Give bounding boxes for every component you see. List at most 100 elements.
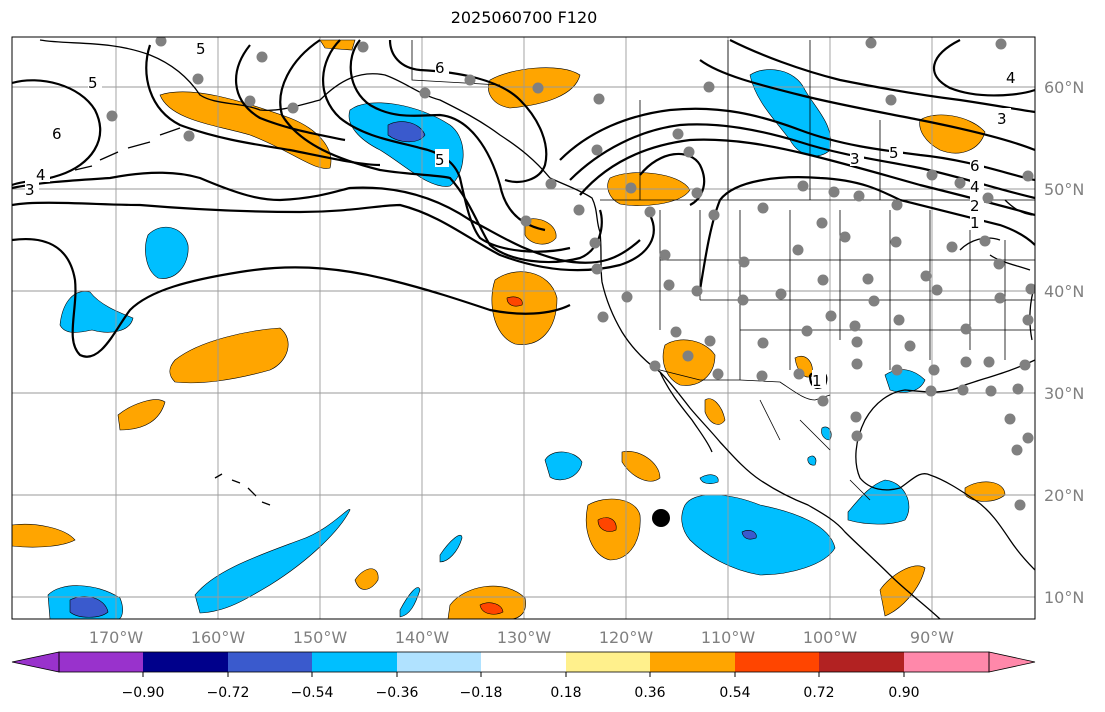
station-dot <box>663 279 675 291</box>
station-dot <box>904 340 916 352</box>
station-dot <box>621 291 633 303</box>
station-dot <box>850 411 862 423</box>
contour-line <box>388 39 548 183</box>
lat-tick-label: 50°N <box>1044 180 1084 199</box>
contour-line <box>729 39 1035 114</box>
station-dot <box>817 395 829 407</box>
anomaly-area <box>506 296 523 307</box>
station-dot <box>775 288 787 300</box>
station-dot <box>704 335 716 347</box>
lat-tick-label: 60°N <box>1044 78 1084 97</box>
anomaly-area <box>884 369 926 393</box>
contour-label: 1 <box>812 372 822 390</box>
station-dot <box>891 199 903 211</box>
station-dot <box>464 74 476 86</box>
station-dot <box>712 368 724 380</box>
mexico-states <box>759 399 871 501</box>
borders <box>411 40 1035 501</box>
bc-coast <box>549 177 601 233</box>
colorbar-tick-label: −0.18 <box>460 685 503 701</box>
contour-line <box>12 237 571 358</box>
contour-label: 3 <box>997 110 1007 128</box>
anomaly-area <box>919 114 986 154</box>
station-dot <box>573 204 585 216</box>
station-dot <box>1019 359 1031 371</box>
contour-label: 4 <box>1006 69 1016 87</box>
station-dot <box>183 130 195 142</box>
contour-line <box>579 138 1035 217</box>
contour-label: 5 <box>435 151 445 169</box>
colorbar-tick-label: 0.90 <box>888 685 919 701</box>
station-dot <box>682 350 694 362</box>
station-dot <box>792 244 804 256</box>
colorbar-tick-label: −0.54 <box>291 685 334 701</box>
anomaly-area <box>59 291 134 333</box>
station-dot <box>659 249 671 261</box>
station-dot <box>357 41 369 53</box>
station-dot <box>703 81 715 93</box>
lat-tick-label: 20°N <box>1044 486 1084 505</box>
station-dot <box>893 314 905 326</box>
colorbar-swatch <box>650 652 735 672</box>
anomaly-area <box>704 398 726 425</box>
station-dot <box>545 178 557 190</box>
station-dot <box>106 110 118 122</box>
station-dot <box>828 186 840 198</box>
contour-line <box>698 176 1035 291</box>
station-dot <box>985 385 997 397</box>
station-dot <box>532 82 544 94</box>
station-dot <box>1022 432 1034 444</box>
station-dot <box>708 209 720 221</box>
colorbar-tick-label: −0.72 <box>207 685 250 701</box>
station-dot <box>1014 499 1026 511</box>
station-dot <box>757 337 769 349</box>
station-dot <box>256 51 268 63</box>
station-dot <box>839 231 851 243</box>
alaska-coast <box>39 39 551 179</box>
station-dot <box>737 294 749 306</box>
colorbar-swatch <box>312 652 397 672</box>
station-dot <box>591 144 603 156</box>
colorbar-tick-label: 0.54 <box>719 685 750 701</box>
plot-title: 2025060700 F120 <box>450 8 598 27</box>
station-dot <box>960 356 972 368</box>
colorbar-extend-left <box>11 651 60 673</box>
station-dot <box>691 187 703 199</box>
anomaly-area <box>964 481 1006 502</box>
station-dot <box>853 190 865 202</box>
target-location-marker <box>652 509 670 527</box>
lon-tick-label: 110°W <box>701 628 756 647</box>
lon-tick-label: 170°W <box>89 628 144 647</box>
colorbar-tick-label: 0.36 <box>634 685 665 701</box>
station-dot <box>890 236 902 248</box>
contour-label: 3 <box>850 150 860 168</box>
station-dot <box>851 358 863 370</box>
station-dot <box>801 325 813 337</box>
colorbar <box>11 651 1036 677</box>
station-dot <box>851 430 863 442</box>
colorbar-tick-labels: −0.90 −0.72 −0.54 −0.36 −0.18 0.18 0.36 … <box>122 685 920 701</box>
contour-label: 6 <box>52 125 62 143</box>
station-dot <box>244 95 256 107</box>
contour-line <box>569 123 1035 200</box>
station-dot <box>920 270 932 282</box>
station-dot <box>993 258 1005 270</box>
station-dot <box>994 292 1006 304</box>
station-dot <box>928 364 940 376</box>
station-dot <box>625 182 637 194</box>
colorbar-swatch <box>566 652 650 672</box>
station-dot <box>885 94 897 106</box>
station-dot <box>816 217 828 229</box>
station-markers <box>106 37 1035 511</box>
longitude-labels: 170°W 160°W 150°W 140°W 130°W 120°W 110°… <box>89 628 954 647</box>
anomaly-area <box>662 339 716 386</box>
anomaly-area <box>479 602 504 615</box>
contour-label: 5 <box>196 40 206 58</box>
colorbar-frame <box>58 651 990 673</box>
contour-label: 5 <box>889 144 899 162</box>
station-dot <box>797 180 809 192</box>
map-frame <box>11 36 1036 620</box>
station-dot <box>825 310 837 322</box>
station-dot <box>683 146 695 158</box>
